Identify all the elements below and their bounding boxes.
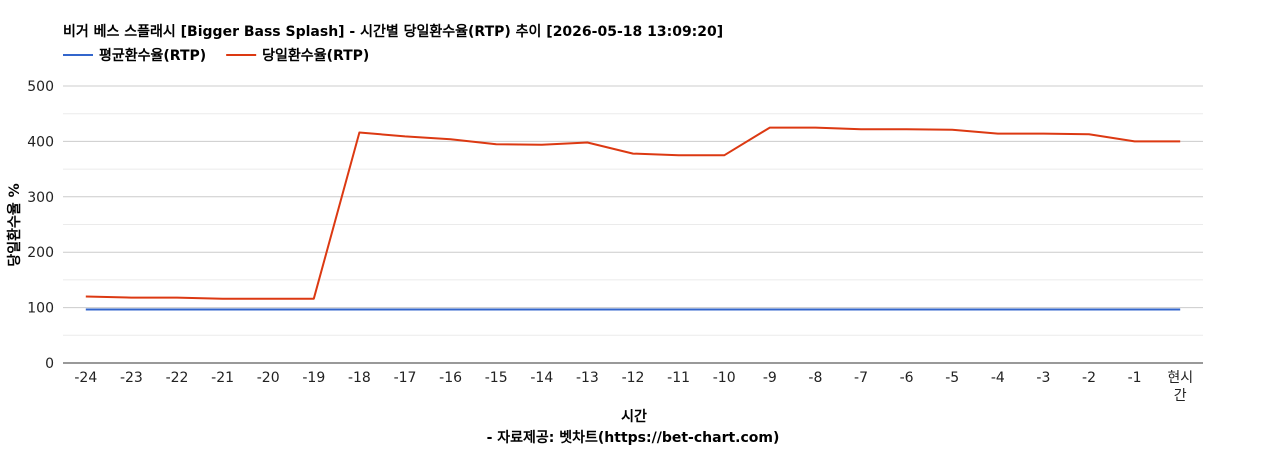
x-tick-label: -10 — [713, 370, 736, 386]
x-tick-label: -17 — [394, 370, 417, 386]
x-tick-label: -1 — [1128, 370, 1142, 386]
x-tick-label: -24 — [74, 370, 97, 386]
x-tick-label: -6 — [900, 370, 914, 386]
legend-item-1[interactable]: 당일환수율(RTP) — [226, 47, 369, 64]
y-tick-label: 500 — [27, 79, 54, 95]
x-tick-label: -16 — [439, 370, 462, 386]
y-axis-title: 당일환수율 % — [6, 183, 23, 266]
y-tick-label: 400 — [27, 134, 54, 150]
x-tick-label: -22 — [166, 370, 189, 386]
x-tick-label: -11 — [667, 370, 690, 386]
series-group — [85, 126, 1181, 311]
x-tick-label: -12 — [622, 370, 645, 386]
x-tick-label: -23 — [120, 370, 143, 386]
x-tick-label: -4 — [991, 370, 1005, 386]
chart-title: 비거 베스 스플래시 [Bigger Bass Splash] - 시간별 당일… — [63, 23, 723, 40]
x-tick-label: -3 — [1036, 370, 1050, 386]
y-tick-label: 200 — [27, 245, 54, 261]
legend-item-0[interactable]: 평균환수율(RTP) — [63, 47, 206, 64]
y-axis: 0 100 200 300 400 500 — [27, 79, 54, 372]
x-tick-label: -5 — [945, 370, 959, 386]
x-tick-label: -8 — [808, 370, 822, 386]
series-line-1 — [85, 126, 1181, 300]
x-tick-label: -7 — [854, 370, 868, 386]
legend-label: 평균환수율(RTP) — [99, 47, 206, 64]
y-tick-label: 100 — [27, 301, 54, 317]
source-credit: - 자료제공: 벳차트(https://bet-chart.com) — [487, 429, 780, 446]
x-tick-label: -2 — [1082, 370, 1096, 386]
x-tick-label: -21 — [211, 370, 234, 386]
y-tick-label: 300 — [27, 190, 54, 206]
y-tick-label: 0 — [45, 356, 54, 372]
x-tick-label: -14 — [530, 370, 553, 386]
x-axis: -24 -23 -22 -21 -20 -19 -18 -17 -16 -15 -14 -13 -12 -… — [63, 362, 1203, 404]
x-tick-label: -13 — [576, 370, 599, 386]
x-tick-label: -20 — [257, 370, 280, 386]
legend-label: 당일환수율(RTP) — [262, 47, 369, 64]
grid — [63, 85, 1203, 336]
x-tick-label: -15 — [485, 370, 508, 386]
x-tick-label: -18 — [348, 370, 371, 386]
x-tick-label: -19 — [302, 370, 325, 386]
x-tick-label: 현시 간 — [1167, 370, 1193, 404]
x-axis-title: 시간 — [621, 408, 647, 425]
x-tick-label: -9 — [763, 370, 777, 386]
legend[interactable]: 평균환수율(RTP) 당일환수율(RTP) — [63, 47, 369, 64]
